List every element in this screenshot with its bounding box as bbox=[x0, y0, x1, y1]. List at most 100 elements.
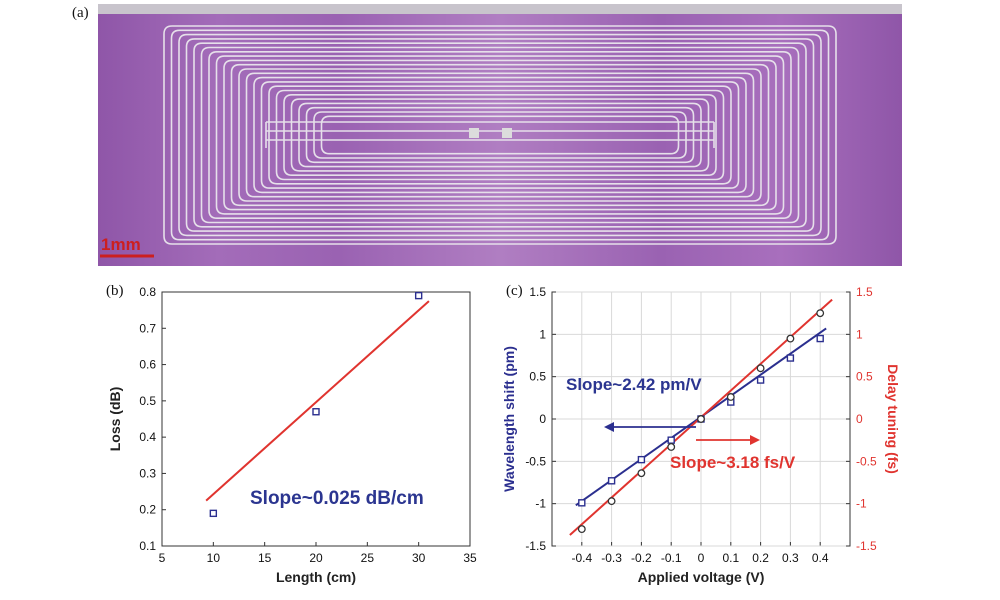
x-axis-label: Length (cm) bbox=[276, 569, 356, 585]
x-tick-label: 30 bbox=[412, 551, 426, 565]
waveguide-loop bbox=[253, 76, 747, 194]
x-tick-label: -0.3 bbox=[601, 551, 622, 565]
y-axis-label: Wavelength shift (pm) bbox=[501, 346, 517, 492]
waveguide-loop bbox=[230, 63, 770, 207]
chip-micrograph: 1mm bbox=[98, 4, 902, 266]
data-point-circle bbox=[756, 364, 765, 373]
data-point-circle bbox=[607, 497, 616, 506]
waveguide-loop bbox=[185, 38, 815, 232]
waveguide-loop bbox=[283, 94, 717, 176]
plot-frame bbox=[161, 291, 471, 547]
waveguide-loop bbox=[298, 102, 702, 168]
y-right-tick-label: 1 bbox=[856, 327, 863, 341]
data-point-square bbox=[786, 354, 795, 362]
y-tick-label: 0.3 bbox=[139, 466, 156, 480]
data-point-circle bbox=[637, 469, 646, 478]
waveguide-loop bbox=[260, 81, 740, 189]
chip-top-edge bbox=[98, 4, 902, 14]
y-right-tick-label: -0.5 bbox=[856, 454, 877, 468]
waveguide-loop bbox=[200, 46, 800, 224]
y-tick-label: 1 bbox=[539, 327, 546, 341]
panel-c-letter: (c) bbox=[506, 283, 523, 299]
panel-b-letter: (b) bbox=[106, 283, 124, 299]
x-tick-label: 0.1 bbox=[722, 551, 739, 565]
red-slope-annotation: Slope~3.18 fs/V bbox=[670, 453, 796, 472]
y-tick-label: 0.4 bbox=[139, 430, 156, 444]
y-tick-label: 0.1 bbox=[139, 539, 156, 553]
data-point-square bbox=[667, 436, 675, 444]
x-tick-label: 0.4 bbox=[812, 551, 829, 565]
y-right-tick-label: 1.5 bbox=[856, 285, 873, 299]
data-point-square bbox=[607, 477, 616, 485]
x-tick-label: -0.1 bbox=[661, 551, 682, 565]
x-tick-label: 25 bbox=[361, 551, 375, 565]
y-tick-label: 0.5 bbox=[529, 370, 546, 384]
data-point-square bbox=[578, 499, 586, 507]
y-right-axis-label: Delay tuning (fs) bbox=[885, 364, 900, 474]
x-tick-label: -0.4 bbox=[571, 551, 592, 565]
x-tick-label: 0 bbox=[698, 551, 705, 565]
x-tick-label: 0.2 bbox=[752, 551, 769, 565]
waveguide-loop bbox=[170, 29, 830, 241]
panel-a-letter: (a) bbox=[72, 5, 89, 21]
y-tick-label: -0.5 bbox=[525, 454, 546, 468]
spiral-waveguides bbox=[163, 25, 837, 245]
data-point-square bbox=[414, 291, 423, 300]
data-point-square bbox=[209, 509, 218, 518]
waveguide-loop bbox=[268, 85, 732, 185]
x-tick-label: 10 bbox=[207, 551, 221, 565]
x-tick-label: 0.3 bbox=[782, 551, 799, 565]
y-tick-label: 0 bbox=[539, 412, 546, 426]
y-tick-label: 1.5 bbox=[529, 285, 546, 299]
heater-pad-right bbox=[502, 128, 512, 138]
data-point-square bbox=[756, 376, 765, 384]
data-point-circle bbox=[667, 442, 676, 451]
waveguide-loop bbox=[178, 33, 822, 237]
y-right-tick-label: -1 bbox=[856, 497, 867, 511]
y-tick-label: 0.2 bbox=[139, 503, 156, 517]
data-point-square bbox=[816, 334, 824, 343]
waveguide-loop bbox=[305, 106, 695, 164]
data-point-circle bbox=[816, 309, 825, 318]
waveguide-loop bbox=[275, 89, 725, 181]
y-axis-label: Loss (dB) bbox=[107, 387, 123, 452]
right-axis-arrowhead bbox=[750, 435, 760, 445]
heater-pad-left bbox=[469, 128, 479, 138]
waveguide-loop bbox=[163, 25, 837, 245]
y-right-tick-label: 0.5 bbox=[856, 370, 873, 384]
left-axis-arrowhead bbox=[604, 422, 614, 432]
waveguide-loop bbox=[245, 72, 755, 198]
y-tick-label: 0.8 bbox=[139, 285, 156, 299]
y-tick-label: 0.6 bbox=[139, 358, 156, 372]
waveguide-loop bbox=[208, 51, 792, 219]
y-tick-label: 0.5 bbox=[139, 394, 156, 408]
x-tick-label: 15 bbox=[258, 551, 272, 565]
y-right-tick-label: -1.5 bbox=[856, 539, 877, 553]
data-point-circle bbox=[786, 334, 795, 343]
blue-slope-annotation: Slope~2.42 pm/V bbox=[566, 375, 702, 394]
waveguide-loop bbox=[290, 98, 710, 172]
waveguide-loop bbox=[313, 111, 687, 159]
waveguide-loop bbox=[215, 55, 785, 215]
data-point-circle bbox=[697, 415, 705, 423]
slope-annotation: Slope~0.025 dB/cm bbox=[250, 488, 424, 509]
y-tick-label: 0.7 bbox=[139, 321, 156, 335]
waveguide-loop bbox=[238, 68, 762, 202]
y-tick-label: -1.5 bbox=[525, 539, 546, 553]
x-axis-label: Applied voltage (V) bbox=[638, 569, 765, 585]
data-point-square bbox=[312, 408, 320, 416]
chart-voltage-tuning: -0.4 -0.3 -0.2 -0.1 0 0.1 0.2 0.3 0.4 -1.5 -1 -0.5 0… bbox=[501, 285, 900, 585]
data-point-circle bbox=[726, 393, 735, 401]
chart-loss-vs-length: 5 10 15 20 25 30 35 0.1 0.2 0.3 0.4 0.5 0.6 0.7 0.8 Len… bbox=[107, 285, 477, 585]
scale-bar-label: 1mm bbox=[101, 235, 141, 254]
fit-line bbox=[205, 300, 430, 502]
data-point-square bbox=[637, 455, 646, 464]
y-tick-label: -1 bbox=[535, 497, 546, 511]
x-tick-label: 20 bbox=[309, 551, 323, 565]
data-point-circle bbox=[577, 525, 586, 534]
waveguide-loop bbox=[193, 42, 807, 228]
x-tick-label: -0.2 bbox=[631, 551, 652, 565]
y-right-tick-label: 0 bbox=[856, 412, 863, 426]
x-tick-label: 5 bbox=[159, 551, 166, 565]
waveguide-loop bbox=[223, 59, 777, 211]
